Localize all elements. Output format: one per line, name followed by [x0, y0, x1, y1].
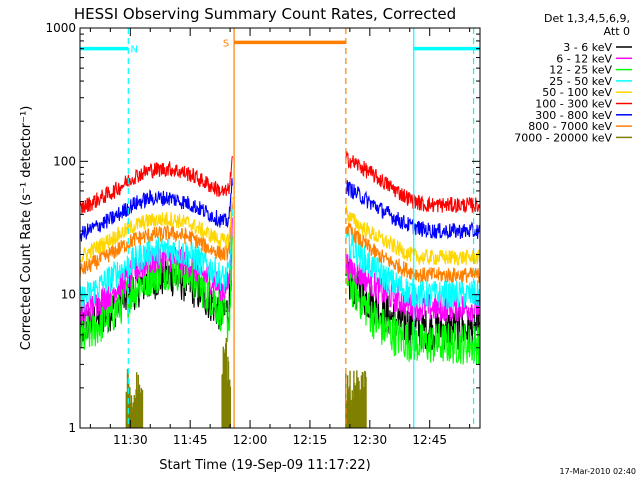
series-line-100-300keV-1: [345, 151, 481, 213]
series-line-50-100keV-0: [79, 196, 233, 263]
series-line-12-25keV-0: [79, 236, 233, 350]
top-bar-label-N: N: [131, 45, 138, 56]
series-line-800-7000keV-0: [79, 200, 233, 279]
legend-label: 100 - 300 keV: [535, 98, 612, 111]
series-line-300-800keV-0: [79, 177, 233, 242]
x-axis-label: Start Time (19-Sep-09 11:17:22): [159, 458, 370, 473]
legend-label: 12 - 25 keV: [549, 64, 612, 77]
x-tick-label: 12:45: [412, 433, 447, 447]
x-tick-label: 12:00: [233, 433, 268, 447]
axes: 1 10 100 1000 11:30 11:45 12:00 12:15 12:30 12:45: [45, 21, 481, 447]
chart-title: HESSI Observing Summary Count Rates, Cor…: [74, 5, 456, 23]
series-line-25-50keV-1: [345, 227, 481, 310]
y-tick-label: 100: [53, 154, 76, 168]
legend-label: 800 - 7000 keV: [528, 120, 612, 133]
legend-header-line-2: Att 0: [604, 25, 630, 38]
y-tick-label: 1: [68, 421, 76, 435]
legend-label: 6 - 12 keV: [556, 52, 612, 65]
plot-area: NS: [79, 28, 481, 428]
legend-label: 50 - 100 keV: [542, 86, 612, 99]
series-line-25-50keV-0: [79, 201, 233, 313]
x-tick-label: 11:30: [113, 433, 148, 447]
legend-label: 300 - 800 keV: [535, 109, 612, 122]
top-bar-label-S: S: [223, 38, 229, 49]
y-tick-label: 10: [61, 288, 76, 302]
series-line-12-25keV-1: [345, 257, 481, 365]
plot-frame: [79, 27, 481, 429]
series-line-800-7000keV-1: [345, 222, 481, 284]
y-tick-label: 1000: [45, 21, 76, 35]
footer-timestamp: 17-Mar-2010 02:40: [560, 467, 637, 476]
legend-header-line-1: Det 1,3,4,5,6,9,: [544, 12, 630, 25]
series-line-100-300keV-0: [79, 155, 233, 214]
series-line-50-100keV-1: [345, 205, 481, 266]
series-line-300-800keV-1: [345, 180, 481, 240]
x-tick-label: 12:15: [293, 433, 328, 447]
legend-label: 25 - 50 keV: [549, 75, 612, 88]
x-tick-label: 12:30: [353, 433, 388, 447]
x-tick-label: 11:45: [173, 433, 208, 447]
legend-label: 7000 - 20000 keV: [514, 131, 612, 144]
series-line-6-12keV-1: [345, 253, 481, 322]
y-axis-label: Corrected Count Rate (s⁻¹ detector⁻¹): [19, 106, 34, 351]
legend-label: 3 - 6 keV: [563, 41, 612, 54]
